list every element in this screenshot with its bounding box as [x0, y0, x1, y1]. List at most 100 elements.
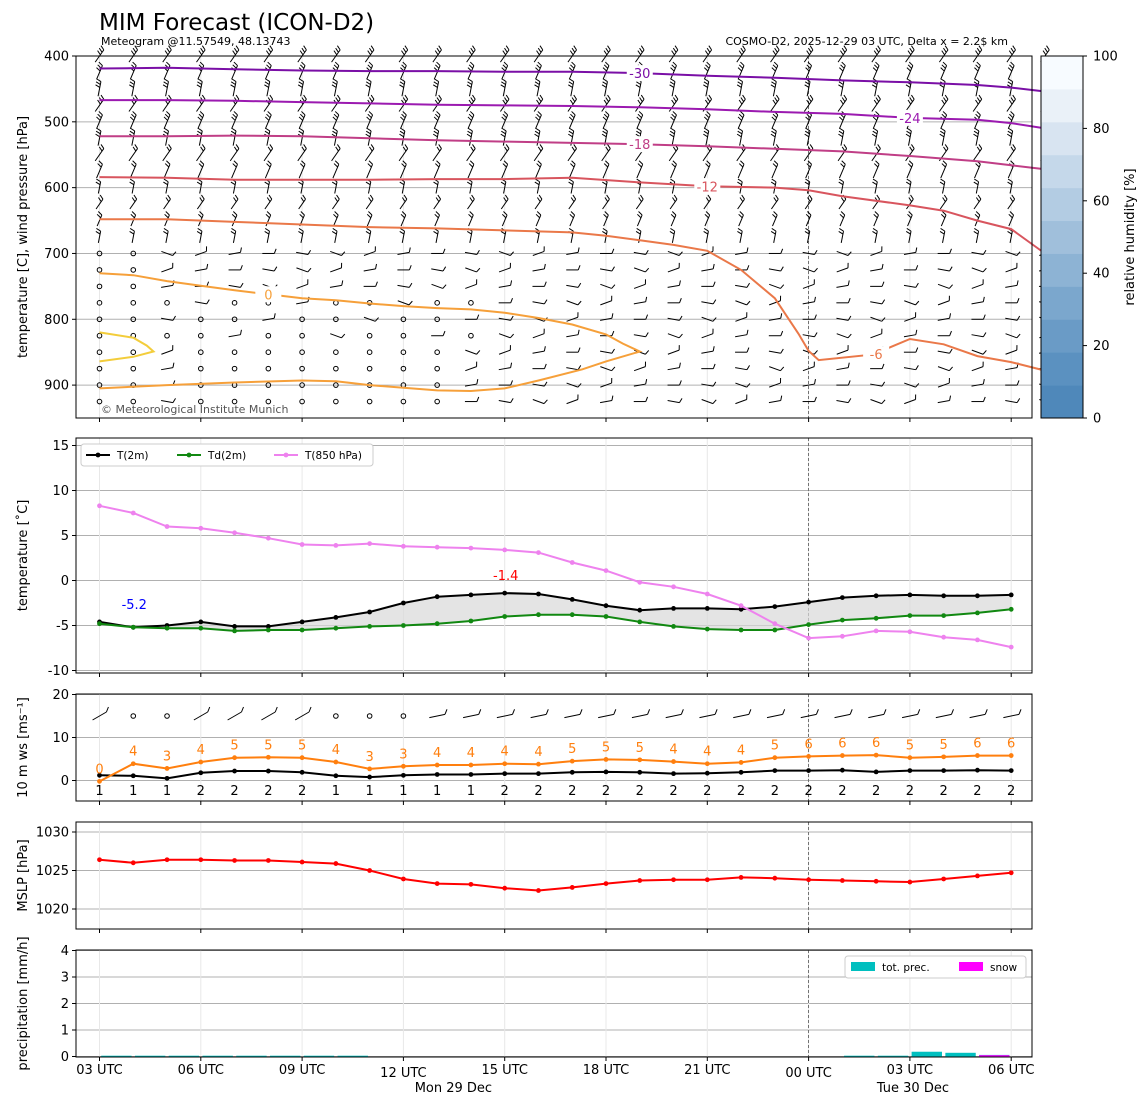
- wind-value-label-0: 1: [129, 784, 137, 799]
- upper-wind-barb-feather: [333, 50, 338, 56]
- upper-wind-barb-feather: [404, 45, 409, 51]
- upper-wind-barb-feather: [240, 265, 243, 271]
- upper-wind-barb-feather: [973, 230, 979, 235]
- upper-wind-barb-feather: [571, 61, 576, 66]
- upper-wind-barb-feather: [369, 97, 373, 102]
- upper-wind-calm-mark: [96, 283, 103, 290]
- wind-value-label-1: 6: [838, 737, 846, 752]
- isotherm-label-bg: [896, 109, 923, 126]
- upper-wind-barb-feather: [510, 380, 513, 386]
- temp-series-point-2: [637, 579, 643, 585]
- upper-wind-barb-feather: [504, 97, 508, 102]
- upper-wind-barb: [498, 284, 511, 288]
- temp-series-point-1: [873, 615, 879, 621]
- time-tick-label: 06 UTC: [178, 1063, 224, 1078]
- upper-wind-barb-feather: [712, 299, 717, 305]
- upper-wind-barb-feather: [265, 127, 271, 132]
- upper-wind-barb-feather: [470, 97, 474, 102]
- upper-wind-barb: [161, 317, 174, 321]
- upper-wind-barb-feather: [940, 213, 946, 219]
- upper-wind-barb-feather: [607, 45, 611, 51]
- upper-wind-barb-feather: [230, 230, 236, 235]
- temp-series-point-0: [502, 590, 508, 596]
- upper-wind-barb-feather: [537, 146, 542, 152]
- upper-wind-barb-feather: [740, 111, 745, 116]
- upper-wind-barb-feather: [301, 47, 306, 53]
- upper-wind-calm-mark: [366, 398, 373, 405]
- upper-wind-barb-feather: [335, 146, 339, 152]
- mslp-point: [941, 876, 947, 882]
- upper-wind-barb-feather: [706, 61, 711, 66]
- upper-wind-barb-feather: [807, 61, 812, 66]
- upper-wind-barb: [772, 214, 778, 227]
- upper-wind-barb: [973, 198, 982, 210]
- credit-label: © Meteorological Institute Munich: [101, 403, 288, 416]
- upper-wind-barb-feather: [367, 113, 372, 119]
- upper-wind-barb-feather: [708, 94, 713, 100]
- upper-wind-barb-feather: [712, 317, 717, 322]
- upper-wind-barb-feather: [881, 363, 885, 369]
- upper-wind-barb-feather: [267, 111, 272, 116]
- upper-wind-barb: [1005, 367, 1018, 371]
- wind-value-label-1: 4: [467, 746, 475, 761]
- temp-series-point-0: [1008, 592, 1014, 598]
- upper-wind-barb-feather: [408, 247, 411, 253]
- upper-wind-barb: [498, 317, 511, 321]
- temp-series-point-1: [907, 613, 913, 618]
- upper-wind-barb-feather: [1042, 50, 1047, 56]
- upper-wind-barb: [469, 181, 473, 194]
- upper-wind-barb-feather: [231, 78, 237, 82]
- upper-wind-barb-feather: [401, 64, 406, 69]
- upper-wind-barb-feather: [1009, 211, 1014, 216]
- colorbar-label: relative humidity [%]: [1123, 168, 1138, 305]
- upper-wind-barb: [667, 333, 680, 339]
- upper-wind-barb-feather: [604, 160, 610, 165]
- upper-wind-barb: [667, 349, 680, 355]
- upper-wind-barb-feather: [773, 61, 779, 66]
- upper-wind-barb-feather: [806, 113, 811, 119]
- wind-barb: [834, 713, 851, 719]
- upper-wind-barb-feather: [399, 130, 405, 135]
- upper-wind-barb-feather: [814, 332, 818, 338]
- upper-wind-barb: [365, 198, 374, 210]
- upper-wind-barb-feather: [577, 265, 581, 271]
- upper-wind-barb-feather: [847, 315, 852, 321]
- upper-wind-barb: [840, 181, 845, 194]
- upper-wind-barb-feather: [602, 230, 607, 235]
- temp-series-point-0: [333, 615, 339, 620]
- temp-series-point-2: [975, 637, 980, 643]
- upper-wind-barb: [971, 366, 984, 372]
- upper-wind-barb-feather: [333, 113, 338, 119]
- upper-wind-barb-feather: [705, 64, 710, 69]
- upper-wind-barb-feather: [231, 116, 236, 121]
- upper-wind-barb: [870, 316, 882, 322]
- mslp-point: [401, 876, 406, 882]
- upper-wind-barb-feather: [470, 146, 474, 152]
- wind-barb: [631, 713, 648, 719]
- upper-wind-barb-feather: [469, 160, 475, 165]
- upper-wind-barb-feather: [746, 247, 749, 253]
- upper-wind-barb-feather: [1007, 130, 1013, 135]
- upper-wind-barb-feather: [368, 160, 373, 165]
- upper-wind-barb-feather: [164, 163, 170, 168]
- wind-value-label-0: 2: [501, 784, 509, 799]
- upper-wind-barb-feather: [678, 251, 683, 256]
- upper-wind-barb: [735, 399, 747, 405]
- upper-wind-barb-feather: [746, 329, 749, 335]
- upper-wind-barb-feather: [408, 265, 412, 271]
- upper-wind-barb-feather: [98, 61, 103, 66]
- upper-wind-barb: [937, 317, 950, 321]
- upper-wind-barb-feather: [602, 67, 607, 72]
- wind-barb: [901, 713, 918, 719]
- upper-wind-barb: [232, 181, 237, 194]
- upper-wind-barb-feather: [872, 67, 878, 72]
- upper-wind-barb-feather: [1012, 94, 1016, 100]
- upper-wind-barb-feather: [438, 94, 442, 100]
- upper-wind-barb-feather: [949, 330, 952, 336]
- mslp-point: [603, 881, 609, 886]
- upper-wind-barb-feather: [603, 50, 608, 56]
- upper-wind-barb: [431, 268, 444, 272]
- temp-series-point-2: [434, 544, 440, 550]
- upper-wind-barb-feather: [206, 299, 210, 305]
- temp-series-point-1: [468, 618, 474, 624]
